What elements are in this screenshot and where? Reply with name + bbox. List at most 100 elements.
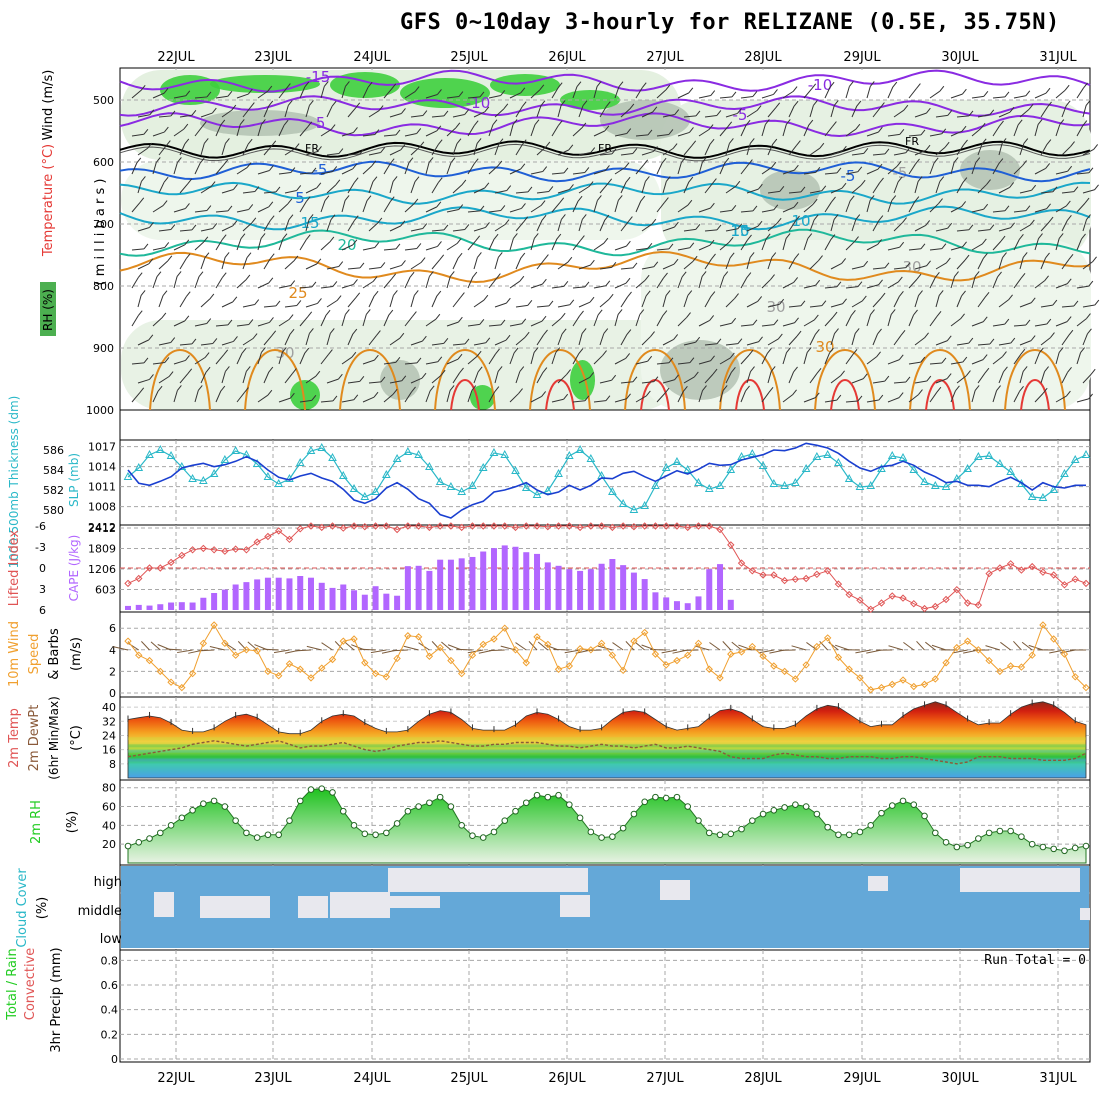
- wind-barb-flag: [770, 274, 775, 280]
- wind-barb-flag: [289, 392, 295, 399]
- wind-speed-point: [1017, 663, 1026, 671]
- wind-barb-flag: [793, 277, 799, 283]
- wind-barb-flag: [329, 328, 335, 334]
- wind-barb-flag: [1017, 119, 1023, 126]
- wind-barb-flag: [539, 84, 545, 91]
- wind-barb: [431, 144, 439, 156]
- thickness-point: [500, 449, 510, 458]
- wind-barb-flag: [711, 178, 717, 184]
- wind-barb-flag: [974, 385, 980, 391]
- wind-barb-flag: [968, 224, 974, 231]
- wind-barb: [614, 358, 626, 365]
- wind-barb: [614, 86, 620, 99]
- wind-barb-flag: [836, 394, 842, 401]
- wind-barb-flag: [204, 352, 210, 358]
- wind-barb: [515, 336, 526, 346]
- wind-barb-flag: [206, 91, 212, 98]
- li-point: [694, 522, 703, 530]
- wind-barb-flag: [731, 317, 737, 324]
- wind-barb-flag: [155, 157, 161, 163]
- wind-barb: [851, 333, 856, 346]
- rh-point: [1071, 844, 1079, 852]
- wind-barb: [341, 168, 354, 175]
- wind-barb-flag: [984, 367, 990, 374]
- wind-barb-flag: [205, 366, 211, 373]
- wind-barb-flag: [374, 242, 380, 248]
- wind-barb-flag: [716, 338, 722, 345]
- wind-barb-flag: [366, 195, 372, 201]
- wind-barb: [431, 229, 444, 232]
- wind-barb: [152, 247, 165, 251]
- wind-barb-flag: [479, 91, 485, 98]
- wind-barb: [704, 143, 711, 156]
- rh-point: [802, 803, 810, 810]
- wind-barb: [515, 191, 528, 194]
- wind-barb-flag: [745, 385, 750, 392]
- thickness-point: [489, 447, 499, 456]
- wind-barb: [452, 297, 461, 308]
- wind-barb-flag: [324, 195, 330, 201]
- wind-barb-flag: [408, 157, 414, 163]
- wind-barb: [866, 399, 879, 403]
- wind-barb: [1019, 224, 1031, 232]
- wind-barb-flag: [271, 140, 277, 147]
- wind-barb-flag: [961, 125, 967, 132]
- rh2m-unit-label: (%): [65, 811, 80, 834]
- wind-barb: [599, 183, 609, 194]
- wind-barb: [425, 245, 438, 251]
- wind-barb-flag: [870, 309, 875, 315]
- wind-barb-flag: [651, 218, 657, 225]
- li-point: [996, 564, 1004, 572]
- wind-barb: [383, 134, 396, 137]
- wind-barb-flag: [443, 110, 449, 117]
- wind-barb-flag: [693, 371, 699, 378]
- wind-barb-flag: [464, 109, 470, 115]
- thickness-point: [930, 480, 940, 489]
- wind-barb: [614, 398, 627, 403]
- wind-barb: [803, 203, 814, 213]
- wind-barb-flag: [267, 85, 273, 92]
- wind-barb: [992, 163, 1000, 175]
- wind-barb-flag: [293, 255, 299, 262]
- wind-barb: [137, 227, 150, 232]
- cape-bar: [609, 559, 616, 610]
- rh-point: [867, 822, 875, 829]
- wind-barb: [404, 276, 411, 289]
- wind-barb: [152, 390, 159, 403]
- wind-speed-point: [296, 665, 304, 673]
- wind-barb: [830, 333, 835, 346]
- wind-barb-flag: [947, 110, 953, 116]
- wind-barb: [341, 283, 354, 289]
- wind-barb-flag: [831, 121, 837, 127]
- li-point: [274, 527, 283, 535]
- wind-barb: [572, 240, 581, 251]
- wind-barb-flag: [1022, 160, 1027, 166]
- wind-barb: [656, 202, 665, 213]
- wind-barb: [593, 400, 606, 403]
- wind-barb: [425, 390, 431, 403]
- rh-point: [522, 799, 530, 807]
- thickness-point: [435, 476, 445, 485]
- rh-point: [749, 817, 756, 824]
- rh-point: [544, 793, 552, 801]
- wind-barb: [788, 191, 801, 194]
- wind-barb-flag: [960, 313, 965, 320]
- li-point: [533, 522, 541, 530]
- wind-barb: [572, 353, 580, 365]
- temp-label: 2m Temp: [7, 708, 22, 768]
- wind-barb: [551, 352, 557, 365]
- wind-barb: [851, 152, 864, 156]
- wind-barb-10m: [456, 648, 473, 651]
- wind-barb: [137, 147, 149, 156]
- wind-barb-flag: [596, 81, 602, 87]
- wind-barb-flag: [779, 298, 785, 305]
- wind-barb: [152, 276, 158, 289]
- slp-tick: 1008: [88, 501, 116, 514]
- wind-barb-flag: [400, 220, 406, 227]
- li-point: [759, 571, 767, 579]
- wind-barb-flag: [1083, 82, 1088, 89]
- wind-barb-flag: [869, 81, 875, 87]
- wind-barb: [1040, 191, 1053, 194]
- wind-barb: [656, 133, 669, 137]
- wind-barb-flag: [569, 299, 575, 306]
